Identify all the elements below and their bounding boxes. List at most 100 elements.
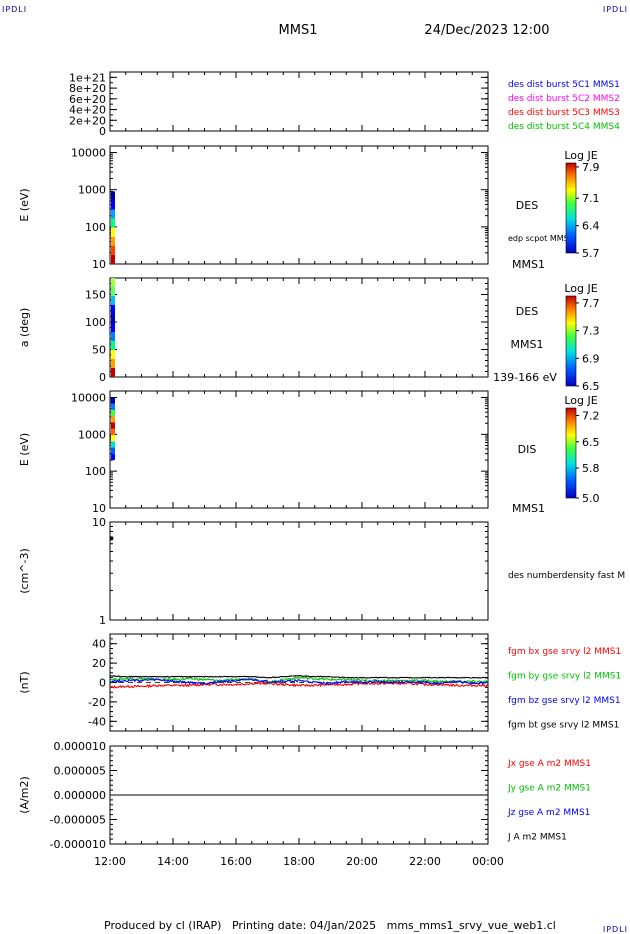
des_pitch-colorbar (565, 295, 577, 387)
des_energy-colorbar (565, 162, 577, 254)
bfield-series-line (109, 678, 489, 685)
edp-scpot-label: edp scpot MMS1 (508, 234, 574, 243)
des-pitch-spacecraft-label: MMS1 (511, 338, 544, 351)
dist-y-tick-label: 4e+20 (69, 104, 106, 117)
current-y-tick-label: 0.000000 (54, 789, 107, 802)
density-y-axis-label: (cm^-3) (18, 548, 31, 594)
des_pitch-colorbar-tick-label: 6.5 (582, 380, 600, 393)
corner-label-top-left: IPDLI (2, 5, 28, 14)
des_pitch-y-tick-label: 50 (92, 344, 106, 357)
density-y-tick-label: 1 (99, 614, 106, 627)
current-y-tick-label: -0.000005 (50, 814, 106, 827)
bfield-y-tick-label: -40 (88, 715, 106, 728)
bfield-y-tick-label: 0 (99, 677, 106, 690)
des-energy-spectrogram-cell (111, 245, 115, 255)
des-energy-label: DES (516, 199, 538, 212)
des-pitch-spectrogram-cell (111, 332, 115, 341)
dis-energy-spectrogram-cell (111, 416, 115, 423)
des_energy-frame (109, 145, 489, 265)
current-y-tick-label: 0.000005 (54, 765, 107, 778)
bfield-legend-entry: fgm by gse srvy l2 MMS1 (508, 672, 621, 682)
des_energy-y-axis-label: E (eV) (18, 188, 31, 221)
des_pitch-y-tick-label: 100 (85, 316, 106, 329)
current-y-tick-label: -0.000010 (50, 838, 106, 851)
des-pitch-spectrogram-cell (111, 341, 115, 350)
dis-energy-spectrogram-cell (111, 441, 115, 448)
corner-label-top-right: IPDLI (602, 5, 628, 14)
des-pitch-energy-range: 139-166 eV (493, 371, 557, 384)
des_pitch-y-tick-label: 0 (99, 371, 106, 384)
des-pitch-spectrogram-cell (111, 314, 115, 323)
spacecraft-title: MMS1 (279, 23, 318, 38)
des-pitch-spectrogram-cell (111, 305, 115, 314)
des_pitch-colorbar-title: Log JE (564, 282, 597, 295)
bfield-series-line (109, 681, 489, 689)
des_energy-colorbar-tick-label: 7.9 (582, 161, 600, 174)
des-energy-spectrogram-cell (111, 227, 115, 237)
des-pitch-spectrogram-cell (111, 296, 115, 305)
des-pitch-spectrogram-cell (111, 350, 115, 359)
des-energy-spectrogram-cell (111, 254, 115, 264)
current-y-axis-label: (A/m2) (18, 776, 31, 814)
dis-energy-spectrogram-cell (111, 422, 115, 429)
bfield-series-line (109, 676, 489, 685)
dis-energy-spectrogram-cell (111, 403, 115, 411)
dist-frame (109, 71, 489, 132)
des_pitch-colorbar-tick-label: 7.3 (582, 325, 600, 338)
current-legend-entry: Jy gse A m2 MMS1 (507, 784, 591, 794)
dis_energy-colorbar-tick-label: 6.5 (582, 436, 600, 449)
dis-energy-spectrogram-cell (111, 410, 115, 417)
des_pitch-frame (109, 277, 489, 378)
dis_energy-colorbar-tick-label: 5.8 (582, 462, 600, 475)
time-axis-tick-label: 14:00 (157, 855, 189, 868)
time-axis-tick-label: 16:00 (220, 855, 252, 868)
des-energy-spectrogram-cell (111, 200, 115, 210)
bfield-legend-entry: fgm bt gse srvy l2 MMS1 (508, 721, 619, 731)
des_energy-y-tick-label: 10000 (71, 147, 106, 160)
dist-legend-entry: des dist burst 5C2 MMS2 (508, 94, 620, 104)
des-pitch-spectrogram-cell (111, 368, 115, 377)
footer-text: Produced by cl (IRAP) Printing date: 04/… (104, 919, 556, 932)
des-pitch-spectrogram-cell (111, 359, 115, 368)
des_energy-colorbar-tick-label: 5.7 (582, 247, 600, 260)
dis_energy-y-tick-label: 1000 (78, 428, 106, 441)
dist-y-tick-label: 6e+20 (69, 93, 106, 106)
time-axis-tick-label: 00:00 (472, 855, 504, 868)
current-legend-entry: Jz gse A m2 MMS1 (507, 808, 590, 818)
bfield-y-axis-label: (nT) (18, 671, 31, 693)
time-axis-tick-label: 22:00 (409, 855, 441, 868)
des-pitch-label: DES (516, 305, 538, 318)
density-data-point (109, 536, 114, 541)
dis_energy-y-axis-label: E (eV) (18, 433, 31, 466)
dis-energy-label: DIS (518, 443, 537, 456)
des_energy-colorbar-title: Log JE (564, 149, 597, 162)
dis-energy-spectrogram-cell (111, 397, 115, 404)
current-y-tick-label: 0.000010 (54, 740, 107, 753)
bfield-y-tick-label: 40 (92, 638, 106, 651)
dis_energy-y-tick-label: 10 (92, 502, 106, 515)
des_pitch-y-axis-label: a (deg) (18, 308, 31, 348)
des_energy-colorbar-tick-label: 7.1 (582, 192, 600, 205)
des-energy-spectrogram-cell (111, 236, 115, 246)
time-axis-tick-label: 12:00 (94, 855, 126, 868)
dis-energy-spectrogram-cell (111, 447, 115, 454)
bfield-series-line (109, 674, 489, 679)
des-pitch-spectrogram-cell (111, 287, 115, 296)
corner-label-bottom-right: IPDLI (602, 925, 628, 934)
des_pitch-colorbar-tick-label: 6.9 (582, 352, 600, 365)
dist-y-tick-label: 8e+20 (69, 82, 106, 95)
datetime-title: 24/Dec/2023 12:00 (424, 23, 549, 38)
dis-energy-spectrogram-cell (111, 428, 115, 436)
time-axis-tick-label: 18:00 (283, 855, 315, 868)
des_energy-y-tick-label: 100 (85, 221, 106, 234)
dist-y-tick-label: 2e+20 (69, 114, 106, 127)
des-pitch-spectrogram-cell (111, 278, 115, 287)
bfield-legend-entry: fgm bz gse srvy l2 MMS1 (508, 696, 621, 706)
time-axis-tick-label: 20:00 (346, 855, 378, 868)
dis-energy-spectrogram-cell (111, 435, 115, 442)
bfield-y-tick-label: 20 (92, 657, 106, 670)
dist-legend-entry: des dist burst 5C4 MMS4 (508, 122, 620, 132)
des-energy-spectrogram-cell (111, 191, 115, 201)
des_energy-y-tick-label: 1000 (78, 184, 106, 197)
dis_energy-frame (109, 390, 489, 509)
